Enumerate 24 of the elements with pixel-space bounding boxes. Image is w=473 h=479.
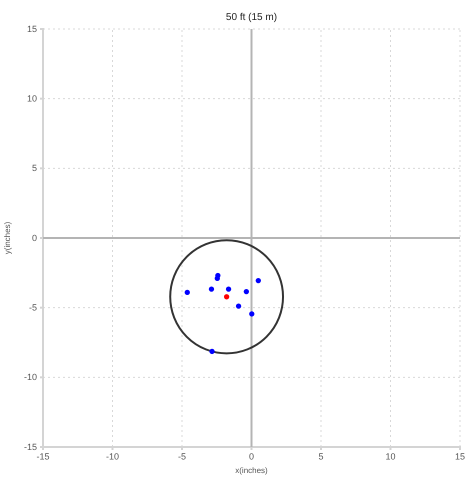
x-tick-label: 0 <box>248 451 254 462</box>
x-tick-label: -5 <box>178 451 186 462</box>
x-tick-label: 5 <box>318 451 324 462</box>
y-tick-label: 10 <box>26 94 37 104</box>
y-tick-label: -10 <box>24 372 37 382</box>
point <box>244 289 250 294</box>
y-axis-title: y(inches) <box>3 221 12 254</box>
point <box>236 303 242 309</box>
point <box>184 290 190 295</box>
x-tick-label: 15 <box>454 451 466 462</box>
x-tick-label: 10 <box>385 451 396 462</box>
y-tick-label: 0 <box>32 232 37 243</box>
point <box>226 286 232 292</box>
x-axis-title: x(inches) <box>235 466 268 475</box>
y-tick-label: -15 <box>24 442 37 452</box>
point <box>209 348 215 354</box>
point <box>249 311 254 317</box>
y-tick-label: 15 <box>26 24 37 34</box>
point <box>256 278 261 284</box>
chart-title: 50 ft (15 m) <box>226 12 278 23</box>
y-tick-label: -5 <box>28 302 37 313</box>
y-tick-label: 5 <box>32 163 37 174</box>
x-tick-label: -10 <box>106 451 120 462</box>
point <box>208 286 214 292</box>
